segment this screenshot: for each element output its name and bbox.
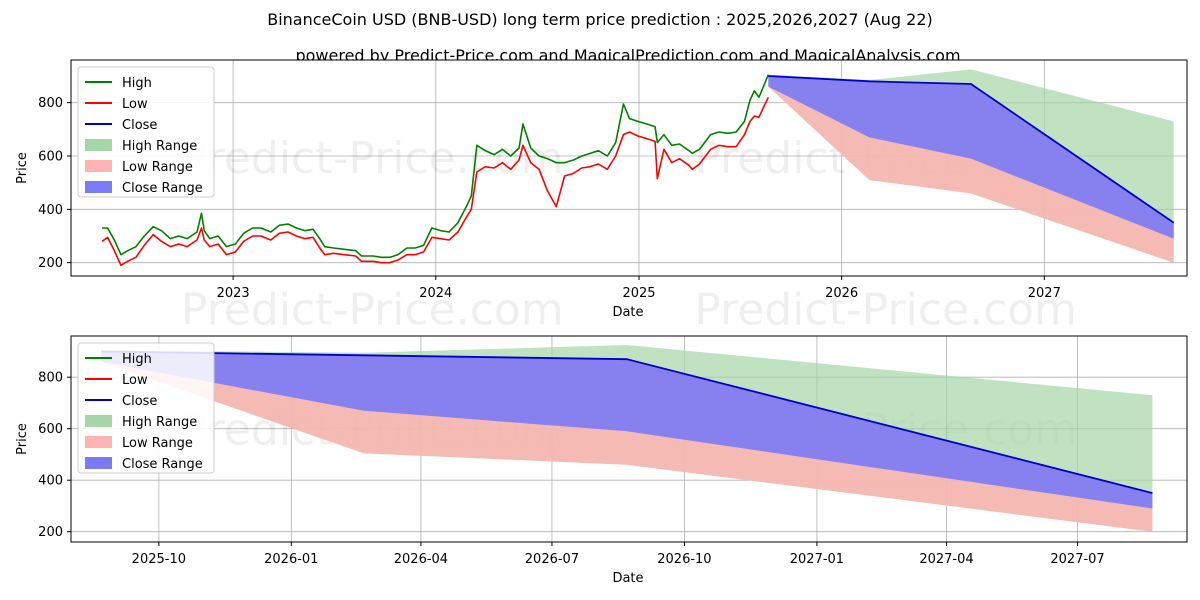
y-tick-label: 400 [38,203,63,218]
legend-label-close-range: Close Range [122,181,203,196]
x-tick-label: 2026-01 [264,552,318,567]
legend-label-close: Close [122,394,157,409]
bottom-plot-frame [70,335,1188,543]
x-tick-label: 2025-10 [132,552,186,567]
legend-label-high-range: High Range [122,415,197,430]
watermark-text: Predict-Price.com [694,284,1077,335]
close-range-area [101,351,1153,509]
x-tick-label: 2027-07 [1050,552,1104,567]
legend-label-high: High [122,76,152,91]
legend-label-high-range: High Range [122,139,197,154]
y-tick-label: 600 [38,150,63,165]
bottom-x-axis-label: Date [612,571,643,586]
y-tick-label: 200 [38,256,63,271]
x-tick-label: 2027 [1028,286,1061,301]
y-tick-label: 200 [38,525,63,540]
top-y-axis-label: Price [15,152,30,184]
x-tick-label: 2026-07 [525,552,579,567]
close-range-area [768,76,1174,239]
legend-swatch-close-range [85,181,112,193]
x-tick-label: 2026-10 [657,552,711,567]
x-tick-label: 2025 [622,286,655,301]
x-tick-label: 2027-01 [790,552,844,567]
y-tick-label: 600 [38,422,63,437]
low-series-line [101,96,770,267]
x-tick-label: 2026-04 [394,552,448,567]
x-tick-label: 2023 [217,286,250,301]
legend-label-low-range: Low Range [122,436,193,451]
y-tick-label: 800 [38,96,63,111]
y-tick-label: 800 [38,371,63,386]
legend-label-low-range: Low Range [122,160,193,175]
y-tick-label: 400 [38,474,63,489]
x-tick-label: 2024 [419,286,452,301]
high-series-line [102,74,770,259]
x-tick-label: 2026 [825,286,858,301]
legend-swatch-close-range [85,457,112,469]
top-plot-frame [70,59,1188,277]
bottom-y-axis-label: Price [15,423,30,455]
legend-label-low: Low [122,97,148,112]
legend-label-close-range: Close Range [122,457,203,472]
watermark-text: Predict-Price.com [181,133,564,184]
top-panel: Predict-Price.com Predict-Price.com Predic… [15,59,1188,335]
legend-swatch-low-range [85,160,112,172]
legend-swatch-high-range [85,415,112,427]
close-series-line [101,350,1153,494]
close-series-line [768,75,1175,224]
chart-title: BinanceCoin USD (BNB-USD) long term pric… [267,10,933,29]
legend-swatch-high-range [85,139,112,151]
legend-label-low: Low [122,373,148,388]
x-tick-label: 2027-04 [919,552,973,567]
legend-label-high: High [122,352,152,367]
watermark-text: Predict-Price.com [181,284,564,335]
legend-swatch-low-range [85,436,112,448]
top-x-axis-label: Date [612,305,643,320]
legend-label-close: Close [122,118,157,133]
